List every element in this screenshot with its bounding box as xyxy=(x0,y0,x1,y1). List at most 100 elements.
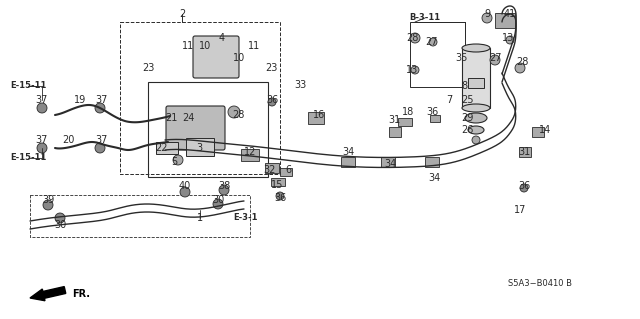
Text: 11: 11 xyxy=(182,41,194,51)
Circle shape xyxy=(95,103,105,113)
Bar xyxy=(271,178,285,186)
Text: 1: 1 xyxy=(197,213,203,223)
Circle shape xyxy=(43,200,53,210)
Bar xyxy=(308,112,324,124)
Text: 37: 37 xyxy=(36,95,48,105)
Text: 4: 4 xyxy=(219,33,225,43)
FancyBboxPatch shape xyxy=(166,106,225,150)
Text: 33: 33 xyxy=(294,80,306,90)
Circle shape xyxy=(520,184,528,192)
Circle shape xyxy=(429,38,437,46)
Text: 19: 19 xyxy=(74,95,86,105)
Circle shape xyxy=(37,103,47,113)
Bar xyxy=(532,127,544,137)
Text: 34: 34 xyxy=(384,159,396,169)
Circle shape xyxy=(411,66,419,74)
Bar xyxy=(495,12,515,27)
Text: 37: 37 xyxy=(95,95,107,105)
Text: 11: 11 xyxy=(248,41,260,51)
Circle shape xyxy=(515,63,525,73)
Text: S5A3−B0410 B: S5A3−B0410 B xyxy=(508,279,572,288)
Text: 15: 15 xyxy=(271,180,283,190)
Circle shape xyxy=(37,143,47,153)
Text: 41: 41 xyxy=(504,9,516,19)
Text: 30: 30 xyxy=(54,220,66,230)
Text: 31: 31 xyxy=(388,115,400,125)
Bar xyxy=(381,157,395,167)
Bar xyxy=(265,163,279,173)
Circle shape xyxy=(472,136,480,144)
Text: 14: 14 xyxy=(539,125,551,135)
Text: 34: 34 xyxy=(342,147,354,157)
Text: 18: 18 xyxy=(402,107,414,117)
Text: 31: 31 xyxy=(518,147,530,157)
Text: FR.: FR. xyxy=(72,289,90,299)
Text: E-15-11: E-15-11 xyxy=(10,153,46,162)
Text: 13: 13 xyxy=(406,65,418,75)
Text: 27: 27 xyxy=(425,37,437,47)
Ellipse shape xyxy=(468,126,484,134)
Bar xyxy=(148,82,268,177)
Text: 9: 9 xyxy=(484,9,490,19)
Text: 27: 27 xyxy=(490,53,502,63)
Text: 2: 2 xyxy=(179,9,185,19)
Text: E-3-1: E-3-1 xyxy=(234,213,259,222)
Text: 26: 26 xyxy=(461,125,473,135)
Text: 37: 37 xyxy=(36,135,48,145)
Text: 36: 36 xyxy=(266,95,278,105)
Ellipse shape xyxy=(465,113,487,123)
Bar xyxy=(519,147,531,157)
Text: 28: 28 xyxy=(406,33,418,43)
Circle shape xyxy=(173,155,183,165)
Text: 23: 23 xyxy=(265,63,277,73)
Bar xyxy=(398,118,412,126)
Text: 7: 7 xyxy=(446,95,452,105)
Circle shape xyxy=(213,199,223,209)
Text: 20: 20 xyxy=(62,135,74,145)
Bar xyxy=(30,195,250,237)
Bar xyxy=(186,138,214,156)
Text: 13: 13 xyxy=(502,33,514,43)
Text: 28: 28 xyxy=(516,57,528,67)
Text: 10: 10 xyxy=(233,53,245,63)
Text: 3: 3 xyxy=(196,143,202,153)
Bar xyxy=(468,78,484,88)
Bar xyxy=(341,157,355,167)
Text: 36: 36 xyxy=(426,107,438,117)
Text: 37: 37 xyxy=(95,135,107,145)
Text: 16: 16 xyxy=(313,110,325,120)
Circle shape xyxy=(506,36,514,44)
Circle shape xyxy=(482,13,492,23)
Circle shape xyxy=(228,106,240,118)
Text: 12: 12 xyxy=(244,147,256,157)
Ellipse shape xyxy=(462,104,490,112)
Circle shape xyxy=(55,213,65,223)
Text: 35: 35 xyxy=(456,53,468,63)
Text: 22: 22 xyxy=(156,143,168,153)
Text: 17: 17 xyxy=(514,205,526,215)
Ellipse shape xyxy=(462,44,490,52)
Bar xyxy=(430,115,440,122)
Text: B-3-11: B-3-11 xyxy=(410,13,440,23)
Text: 32: 32 xyxy=(263,165,275,175)
Text: 36: 36 xyxy=(274,193,286,203)
Bar xyxy=(410,22,465,87)
Text: 34: 34 xyxy=(428,173,440,183)
Circle shape xyxy=(219,185,229,195)
Bar xyxy=(120,22,280,174)
Text: 5: 5 xyxy=(171,157,177,167)
Bar xyxy=(156,142,178,154)
Text: 10: 10 xyxy=(199,41,211,51)
Bar xyxy=(280,168,292,176)
Text: E-15-11: E-15-11 xyxy=(10,81,46,91)
Circle shape xyxy=(180,187,190,197)
Text: 28: 28 xyxy=(232,110,244,120)
Circle shape xyxy=(410,33,420,43)
Text: 29: 29 xyxy=(461,113,473,123)
Bar xyxy=(425,157,439,167)
Text: 36: 36 xyxy=(518,181,530,191)
Circle shape xyxy=(276,192,284,200)
Text: 30: 30 xyxy=(212,195,224,205)
Circle shape xyxy=(95,143,105,153)
Text: 38: 38 xyxy=(218,181,230,191)
